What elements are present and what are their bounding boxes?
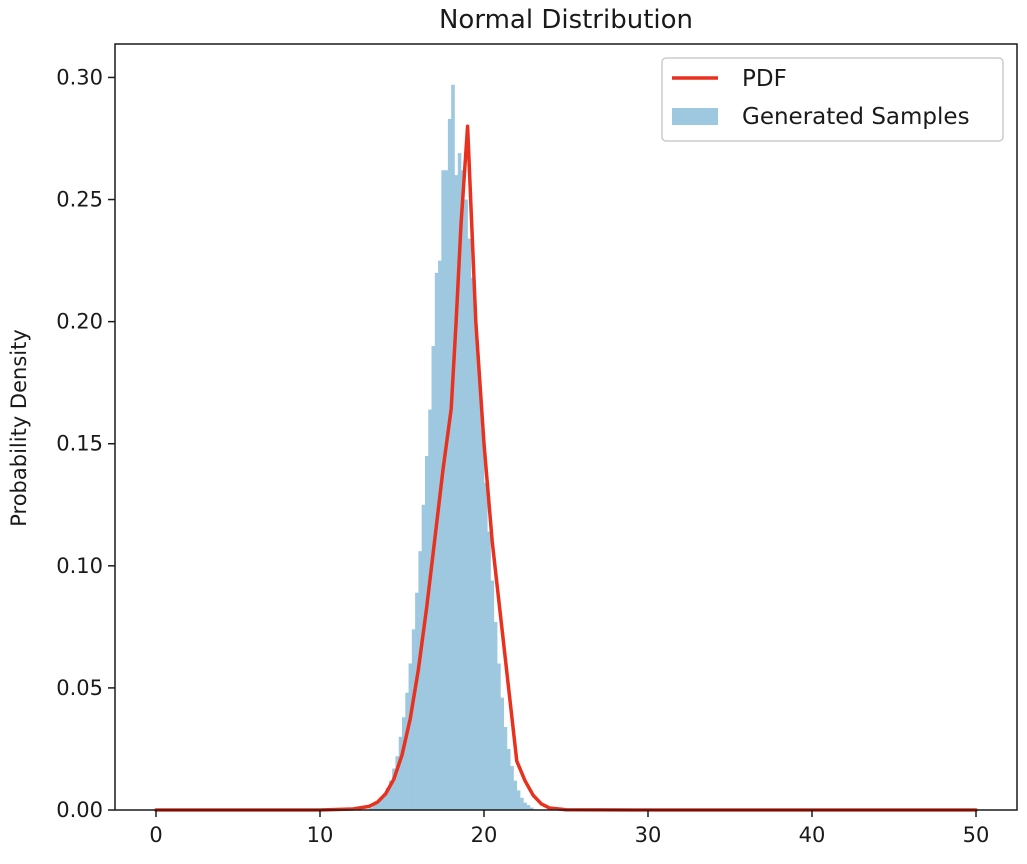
histogram-bar — [392, 768, 396, 810]
histogram-bar — [418, 551, 422, 810]
histogram-bar — [431, 346, 436, 810]
x-tick-label: 30 — [635, 823, 662, 847]
histogram-bar — [484, 482, 488, 810]
legend: PDF Generated Samples — [661, 57, 1004, 142]
histogram-bar — [480, 429, 485, 810]
axes: 0 10 20 30 40 50 0.00 0.05 0.10 0.15 0.20 0.25 0.30 — [56, 43, 1018, 847]
histogram-bar — [454, 175, 459, 810]
pdf-line — [154, 124, 978, 812]
y-tick-label: 0.10 — [56, 554, 103, 578]
histogram-bar — [497, 663, 501, 810]
histogram-bar — [457, 153, 462, 810]
histogram-bar — [467, 238, 472, 811]
histogram-bar — [405, 692, 409, 810]
histogram-bar — [503, 726, 508, 810]
histogram-bar — [477, 375, 482, 810]
histogram-bar — [451, 84, 455, 810]
y-axis-label: Probability Density — [7, 329, 31, 527]
histogram-bar — [474, 326, 478, 810]
histogram-bar — [523, 802, 527, 810]
histogram-bar — [438, 260, 442, 811]
y-tick-label: 0.30 — [56, 65, 103, 89]
histogram-bar — [395, 756, 400, 810]
histogram-bar — [398, 736, 403, 810]
histogram-bars — [369, 84, 534, 811]
histogram-bar — [369, 807, 373, 810]
histogram-bar — [470, 277, 475, 810]
plot-frame — [114, 43, 1018, 811]
histogram-bar — [402, 717, 406, 810]
y-tick-label: 0.15 — [56, 432, 103, 456]
histogram-bar — [516, 790, 521, 810]
y-tick-label: 0.25 — [56, 188, 103, 212]
histogram-bar — [506, 748, 511, 810]
histogram-bar — [447, 118, 452, 810]
histogram-bar — [441, 170, 445, 811]
x-tick-label: 0 — [149, 823, 162, 847]
histogram-bar — [382, 795, 386, 810]
histogram-bar — [408, 663, 413, 810]
histogram-bar — [444, 170, 449, 811]
histogram-bar — [434, 272, 439, 810]
histogram-bar — [375, 802, 380, 810]
histogram-bar — [529, 807, 534, 810]
histogram-bar — [411, 629, 416, 810]
histogram-bar — [500, 697, 504, 810]
legend-histogram-label: Generated Samples — [742, 104, 970, 130]
legend-histogram-swatch — [672, 108, 718, 125]
histogram-bar — [415, 592, 419, 810]
y-tick-label: 0.20 — [56, 310, 103, 334]
histogram-bar — [379, 797, 383, 810]
histogram-bar — [520, 797, 524, 810]
histogram-bar — [493, 621, 498, 810]
chart-title: Normal Distribution — [439, 5, 693, 35]
x-tick-label: 50 — [963, 823, 990, 847]
histogram-bar — [490, 580, 495, 810]
histogram-bar — [424, 455, 429, 810]
legend-pdf-label: PDF — [742, 66, 787, 92]
histogram-bar — [421, 504, 426, 810]
histogram-bar — [385, 788, 390, 810]
histogram-bar — [513, 780, 518, 810]
histogram-bar — [388, 780, 393, 810]
x-tick-label: 40 — [799, 823, 826, 847]
histogram-bar — [372, 805, 377, 810]
histogram-bar — [526, 805, 531, 810]
histogram-bar — [487, 531, 491, 810]
histogram-bar — [461, 170, 465, 811]
x-tick-label: 10 — [307, 823, 334, 847]
pdf-line-layer — [154, 124, 978, 812]
histogram-bar — [464, 199, 468, 811]
histogram-bar — [428, 409, 432, 810]
x-tick-label: 20 — [471, 823, 498, 847]
legend-box — [661, 57, 1004, 142]
histogram-bar — [510, 766, 514, 810]
y-tick-label: 0.00 — [56, 798, 103, 822]
y-tick-label: 0.05 — [56, 676, 103, 700]
